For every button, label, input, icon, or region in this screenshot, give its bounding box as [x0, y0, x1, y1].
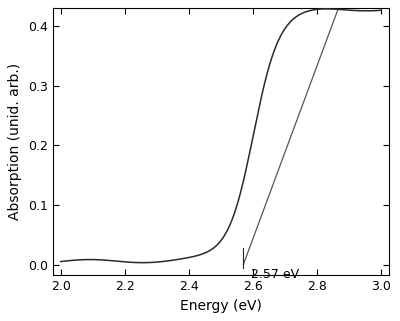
Text: 2.57 eV: 2.57 eV: [251, 267, 300, 281]
Y-axis label: Absorption (unid. arb.): Absorption (unid. arb.): [8, 63, 22, 220]
X-axis label: Energy (eV): Energy (eV): [180, 299, 262, 313]
